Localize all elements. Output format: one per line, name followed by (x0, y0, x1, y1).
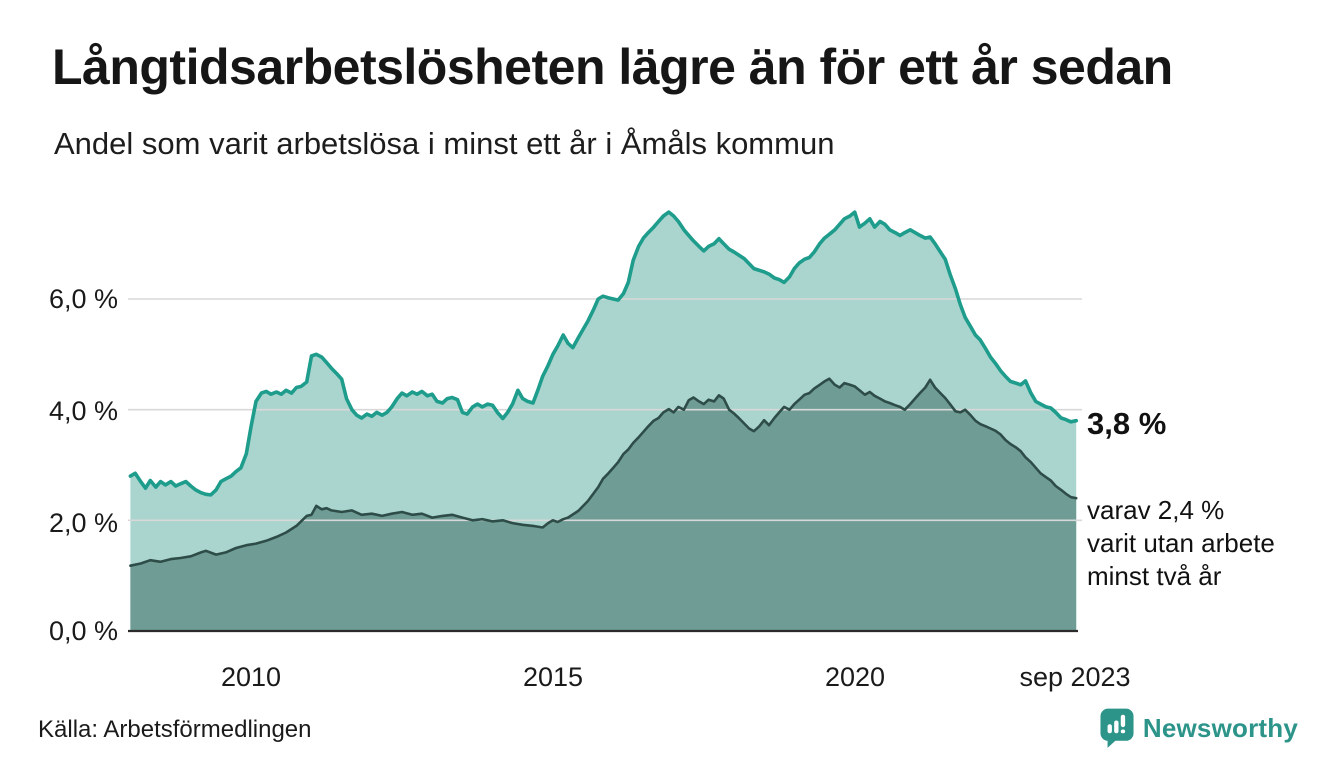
y-axis-label-0: 0,0 % (48, 616, 118, 646)
line-Andel arbetslösa minst ett år (128, 210, 1078, 497)
page-title: Långtidsarbetslösheten lägre än för ett … (52, 39, 1173, 95)
area-Andel arbetslösa minst två år (130, 378, 1077, 631)
secondary-annotation-line-2: varit utan arbete (1087, 528, 1275, 558)
x-axis-label-2020: 2020 (824, 662, 886, 692)
y-axis-label-4: 4,0 % (48, 396, 118, 426)
newsworthy-logo: Newsworthy (1100, 708, 1298, 749)
secondary-annotation-line-1: varav 2,4 % (1087, 495, 1225, 525)
x-axis-label-sep-2023: sep 2023 (1019, 662, 1131, 692)
page-subtitle: Andel som varit arbetslösa i minst ett å… (54, 126, 835, 161)
end-value-label: 3,8 % (1087, 406, 1167, 441)
y-axis-label-6: 6,0 % (48, 284, 118, 314)
x-axis-label-2015: 2015 (522, 662, 584, 692)
x-axis-label-2010: 2010 (220, 662, 282, 692)
line-Andel arbetslösa minst två år (129, 377, 1078, 567)
y-axis-label-2: 2,0 % (48, 508, 118, 538)
secondary-annotation: varav 2,4 % varit utan arbete minst två … (1087, 494, 1275, 593)
secondary-annotation-line-3: minst två år (1087, 561, 1222, 591)
newsworthy-wordmark: Newsworthy (1142, 713, 1298, 743)
source-note: Källa: Arbetsförmedlingen (38, 716, 312, 743)
chart-bubble-icon (1100, 708, 1134, 748)
